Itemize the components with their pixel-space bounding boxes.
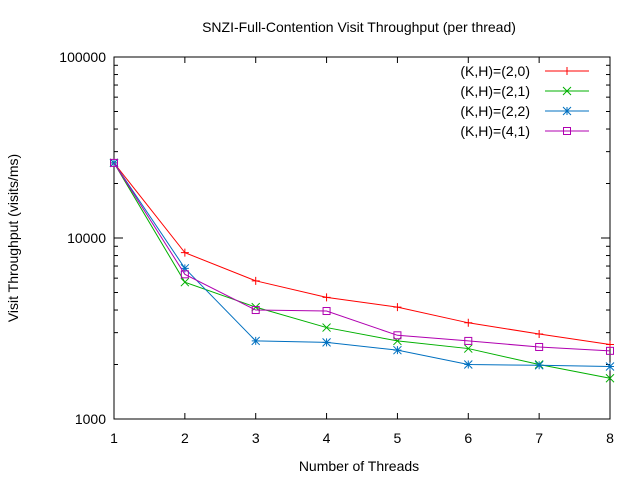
legend-label: (K,H)=(2,0) <box>460 63 530 79</box>
x-tick-label: 1 <box>110 430 118 446</box>
data-point <box>464 336 473 345</box>
data-point <box>110 158 118 167</box>
data-point <box>251 276 260 285</box>
data-point <box>393 345 402 355</box>
y-tick-label: 10000 <box>67 230 106 246</box>
x-tick-label: 2 <box>181 430 189 446</box>
x-tick-label: 6 <box>464 430 472 446</box>
data-point <box>393 336 402 346</box>
legend-label: (K,H)=(2,2) <box>460 103 530 119</box>
data-point <box>606 346 614 355</box>
series-line <box>113 162 611 352</box>
data-point <box>464 318 473 327</box>
chart-title: SNZI-Full-Contention Visit Throughput (p… <box>202 19 516 35</box>
x-tick-label: 5 <box>394 430 402 446</box>
legend-marker <box>562 106 572 116</box>
data-point <box>322 293 331 302</box>
series-line <box>113 162 611 345</box>
legend-label: (K,H)=(2,1) <box>460 83 530 99</box>
y-axis-label: Visit Throughput (visits/ms) <box>5 154 21 322</box>
plot-frame <box>113 56 611 420</box>
data-point <box>463 360 473 369</box>
data-point <box>535 329 544 338</box>
data-point <box>251 336 261 346</box>
plot-area: 1 2 3 4 5 6 7 8 1000 10000 100000 (K,H)=(2,0) (K,H)=… <box>59 49 615 446</box>
data-point <box>180 270 189 279</box>
y-tick-label: 100000 <box>59 49 106 65</box>
data-point <box>393 303 402 312</box>
data-point <box>180 263 190 273</box>
x-tick-label: 4 <box>323 430 331 446</box>
data-point <box>322 307 331 316</box>
x-tick-label: 7 <box>535 430 543 446</box>
data-point <box>605 362 615 371</box>
data-point <box>322 338 331 347</box>
legend-marker <box>562 86 572 96</box>
x-tick-label: 3 <box>252 430 260 446</box>
data-point <box>322 323 331 332</box>
data-point <box>180 248 189 257</box>
legend-marker <box>563 127 571 135</box>
x-axis-label: Number of Threads <box>299 458 419 474</box>
data-point <box>535 342 544 351</box>
data-point <box>393 331 402 340</box>
data-point <box>180 277 190 287</box>
data-point <box>463 344 473 353</box>
y-tick-label: 1000 <box>75 411 106 427</box>
data-point <box>251 306 260 315</box>
data-point <box>534 360 544 370</box>
x-tick-label: 8 <box>606 430 614 446</box>
data-point <box>605 373 615 383</box>
series-line <box>113 162 611 379</box>
legend-label: (K,H)=(4,1) <box>460 123 530 139</box>
legend-marker <box>563 67 571 75</box>
